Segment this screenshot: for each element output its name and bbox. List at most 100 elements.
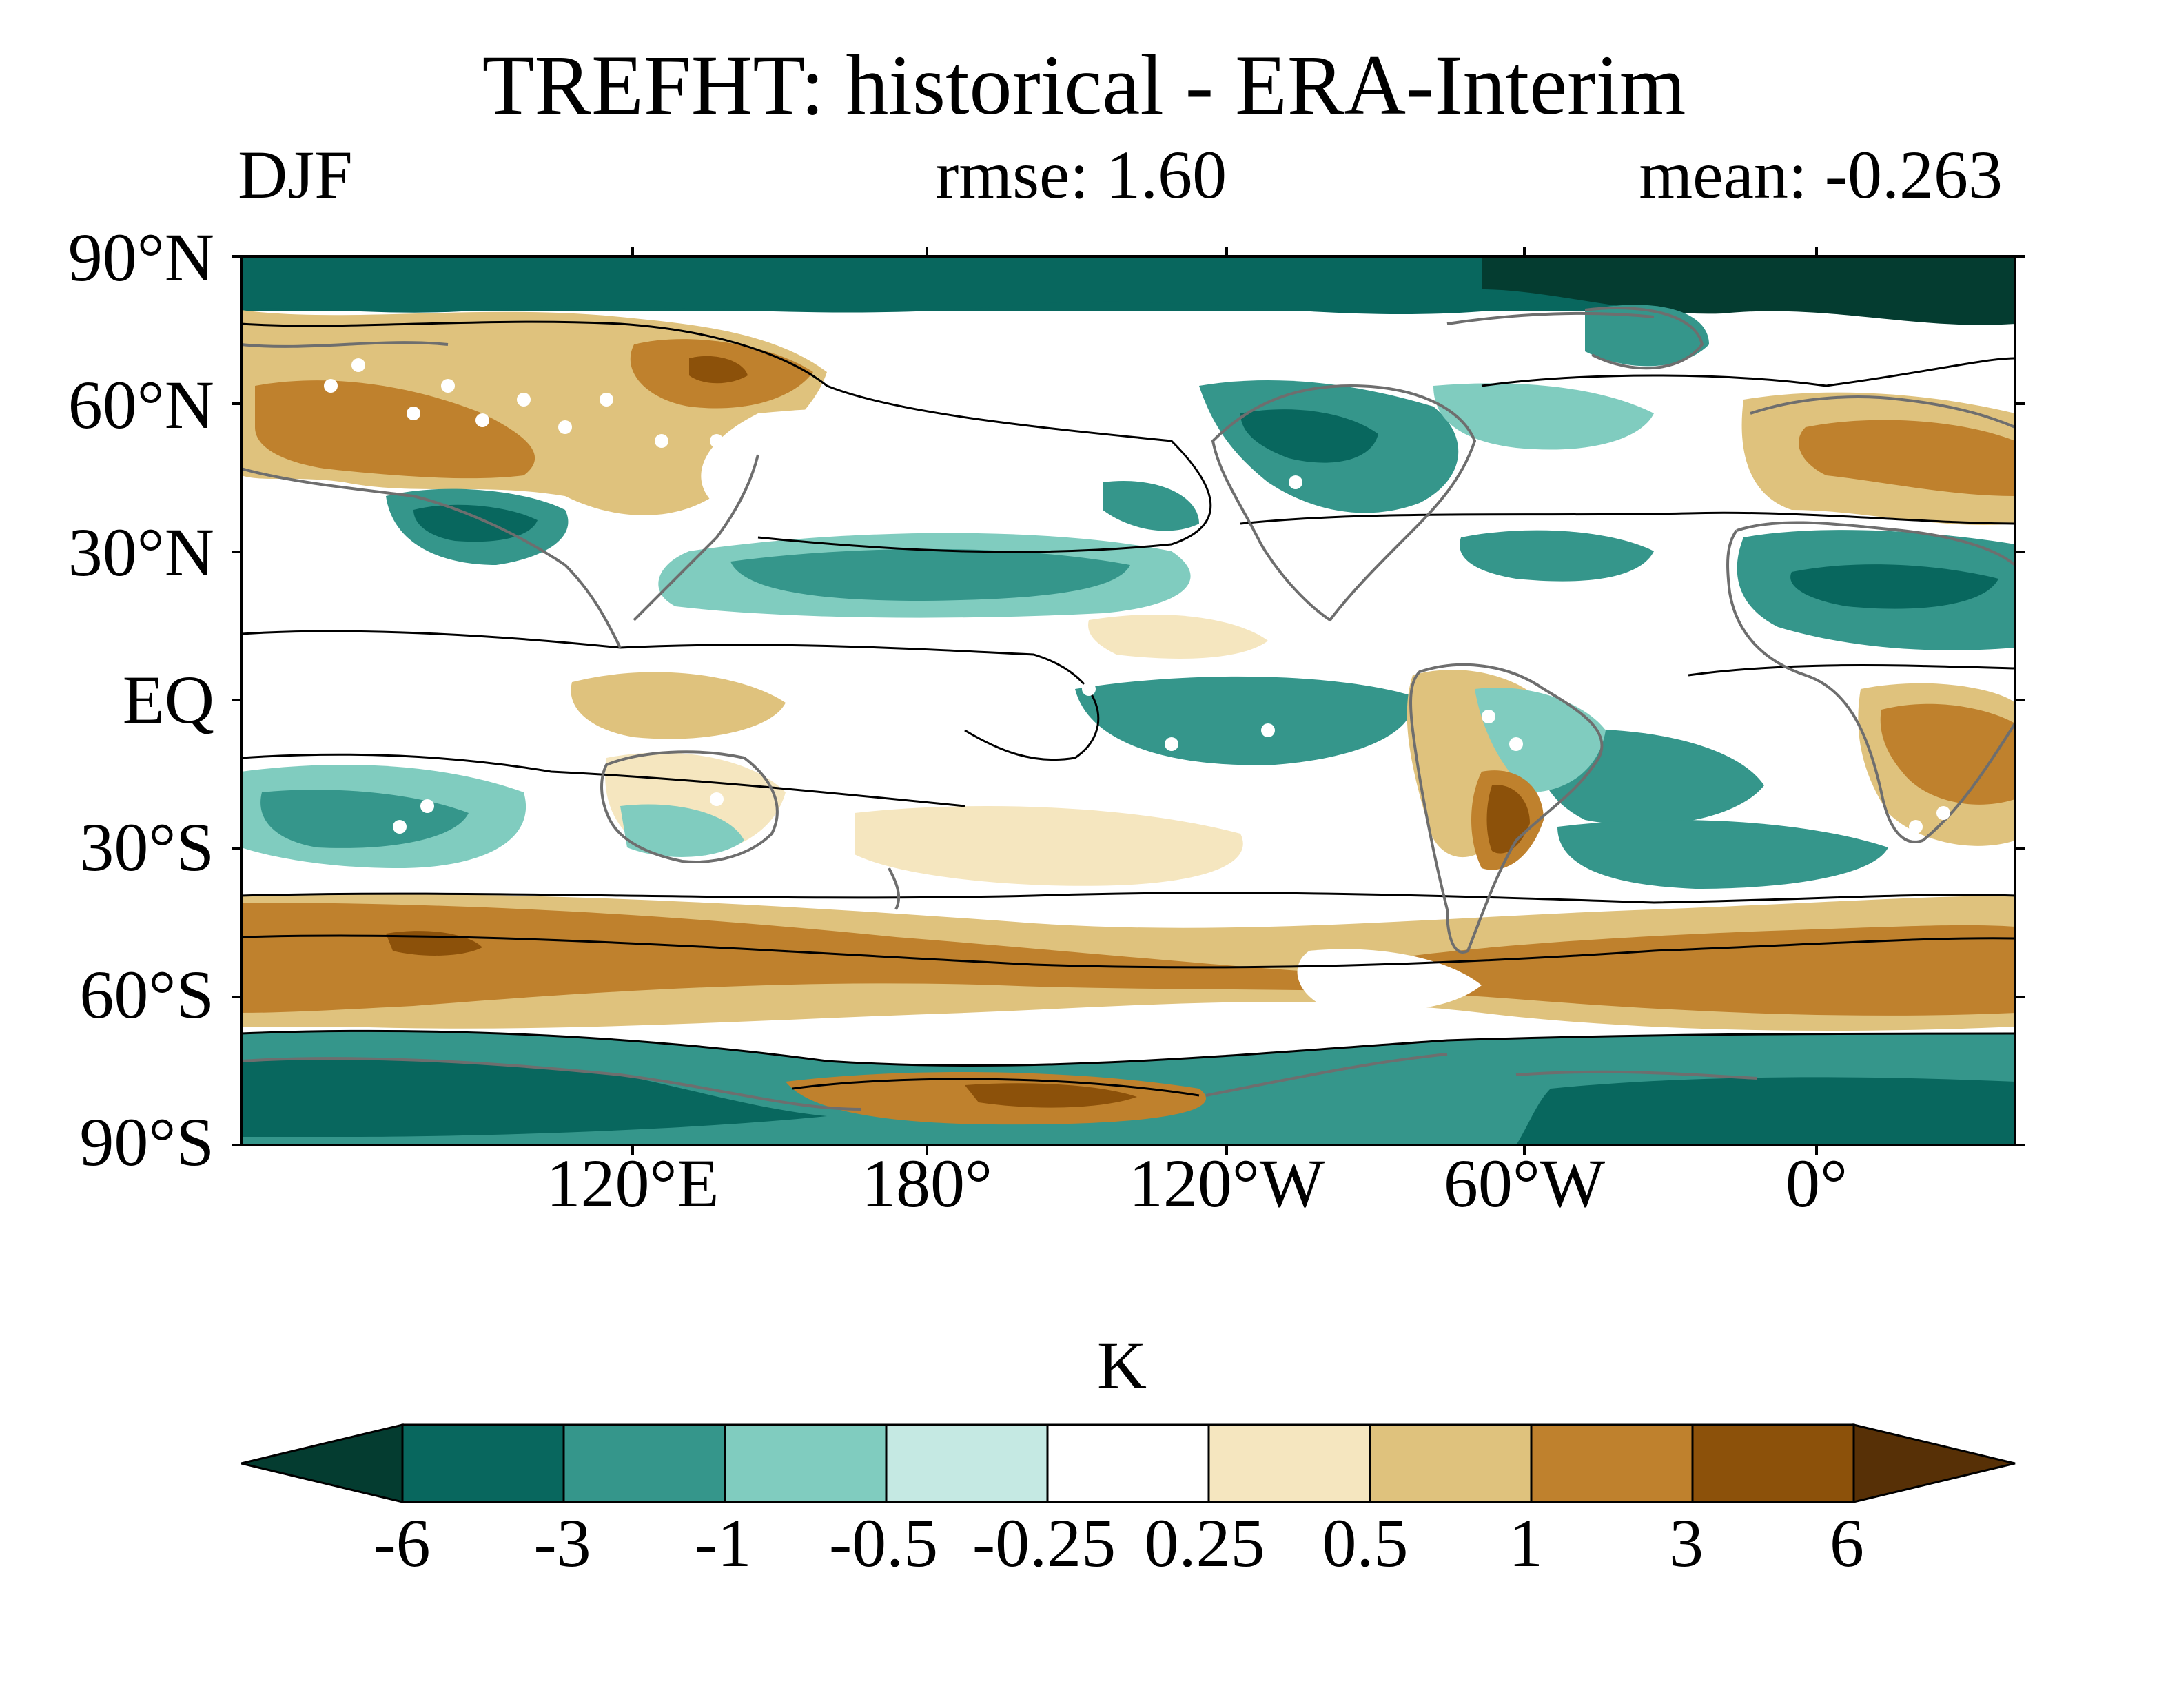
contour-subtropical-atlantic	[1240, 511, 2015, 525]
lon-label-60w: 60°W	[1443, 1145, 1606, 1222]
region-north-atlantic	[1433, 383, 1654, 450]
bias-field	[241, 256, 2015, 1145]
region-subtropical-north-pacific-core	[730, 548, 1130, 601]
region-maritime-continent	[571, 672, 786, 739]
colorbar-label: 6	[1830, 1505, 1864, 1581]
colorbar-segment	[724, 1423, 888, 1503]
colorbar-label: -0.5	[828, 1505, 939, 1581]
plot-title: TREFHT: historical - ERA-Interim	[482, 38, 1686, 132]
region-south-indian-core	[260, 790, 469, 848]
region-south-atlantic	[1557, 820, 1888, 889]
colorbar-segment	[1207, 1423, 1371, 1503]
contour-north-atlantic	[1481, 357, 2015, 387]
colorbar-label: -0.25	[972, 1505, 1116, 1581]
zero-contours	[241, 320, 2015, 1097]
colorbar-segment	[1691, 1423, 1855, 1503]
coastline-south-america	[1409, 663, 1604, 954]
tick-marks	[232, 247, 2025, 1155]
colorbar-label: 1	[1509, 1505, 1543, 1581]
region-subtropical-atlantic	[1460, 530, 1654, 582]
lon-label-0: 0°	[1786, 1145, 1848, 1222]
coastline-arctic	[241, 307, 1704, 370]
colorbar-segment	[1046, 1423, 1210, 1503]
coastline-antarctica	[241, 1053, 1758, 1111]
region-north-america-core	[1240, 409, 1378, 463]
contour-southern-subtropics	[241, 892, 2015, 904]
dot	[558, 420, 572, 434]
contour-south-indian	[241, 753, 965, 807]
mean-label: mean: -0.263	[1639, 136, 2003, 213]
dot	[600, 393, 613, 407]
lon-label-120e: 120°E	[546, 1145, 719, 1222]
dot	[1482, 710, 1495, 723]
contour-antarctic-coast	[241, 1029, 2015, 1067]
dot	[441, 379, 455, 393]
lat-label-90n: 90°N	[68, 219, 214, 296]
contour-southern-ocean	[241, 934, 2015, 969]
colorbar-label: 0.5	[1322, 1505, 1409, 1581]
colorbar-segment	[401, 1423, 565, 1503]
coastline-australia	[600, 750, 779, 863]
missing-data-dots	[324, 358, 1950, 923]
dot	[1261, 723, 1275, 737]
colorbar-label: 3	[1669, 1505, 1704, 1581]
region-southern-ocean	[241, 903, 2015, 1016]
coastline-north-america	[1211, 384, 1476, 621]
lon-label-120w: 120°W	[1128, 1145, 1325, 1222]
lat-label-30n: 30°N	[68, 514, 214, 590]
map-frame	[232, 247, 2025, 1155]
colorbar-label: 0.25	[1144, 1505, 1265, 1581]
coastline-asia	[241, 454, 759, 648]
dot	[1509, 737, 1523, 751]
colorbar-segment	[562, 1423, 726, 1503]
colorbar	[241, 1423, 2016, 1503]
dot	[517, 393, 531, 407]
dot	[1165, 737, 1178, 751]
dot	[710, 792, 724, 806]
colorbar-segment	[1369, 1423, 1533, 1503]
rmse-label: rmse: 1.60	[936, 136, 1227, 213]
region-sahara	[1790, 564, 1998, 609]
dot	[407, 407, 420, 420]
region-tropical-east-pacific	[1075, 676, 1413, 765]
colorbar-label: -3	[533, 1505, 591, 1581]
lat-label-90s: 90°S	[79, 1104, 214, 1180]
dot	[655, 434, 668, 448]
region-south-america-east	[1475, 688, 1606, 792]
contour-tropical-atlantic	[1688, 664, 2015, 677]
lat-label-eq: EQ	[122, 661, 214, 738]
region-arctic-core	[1482, 256, 2015, 325]
dot	[1909, 820, 1923, 834]
colorbar-label: -6	[373, 1505, 431, 1581]
region-south-pacific-warm	[855, 806, 1243, 886]
lat-label-60s: 60°S	[79, 956, 214, 1033]
dot	[1936, 806, 1950, 820]
lon-label-180: 180°	[861, 1145, 992, 1222]
lat-label-60n: 60°N	[68, 367, 214, 443]
region-northeast-pacific	[1103, 481, 1199, 531]
dot	[1289, 475, 1302, 489]
region-indian-ocean	[241, 648, 554, 726]
dot	[393, 820, 407, 834]
colorbar-label: -1	[694, 1505, 752, 1581]
region-east-antarctica	[241, 1058, 827, 1137]
contour-north-pacific	[241, 320, 1212, 553]
region-eastern-pacific-warm	[1088, 614, 1268, 659]
region-eastern-europe	[1799, 420, 2015, 496]
dot	[1027, 379, 1041, 393]
dot	[351, 358, 365, 372]
dot	[1082, 682, 1096, 696]
season-label: DJF	[238, 136, 353, 213]
coastline-new-zealand	[888, 867, 901, 910]
region-north-pacific	[701, 407, 1227, 544]
dot	[1165, 909, 1178, 923]
colorbar-segment	[1530, 1423, 1694, 1503]
dot	[1109, 386, 1123, 400]
colorbar-min-arrow	[241, 1423, 404, 1503]
region-central-asia	[255, 380, 535, 479]
colorbar-units: K	[1096, 1327, 1147, 1403]
contour-tropical-pacific	[241, 630, 1100, 761]
region-south-australia	[620, 804, 744, 857]
dot	[475, 413, 489, 427]
